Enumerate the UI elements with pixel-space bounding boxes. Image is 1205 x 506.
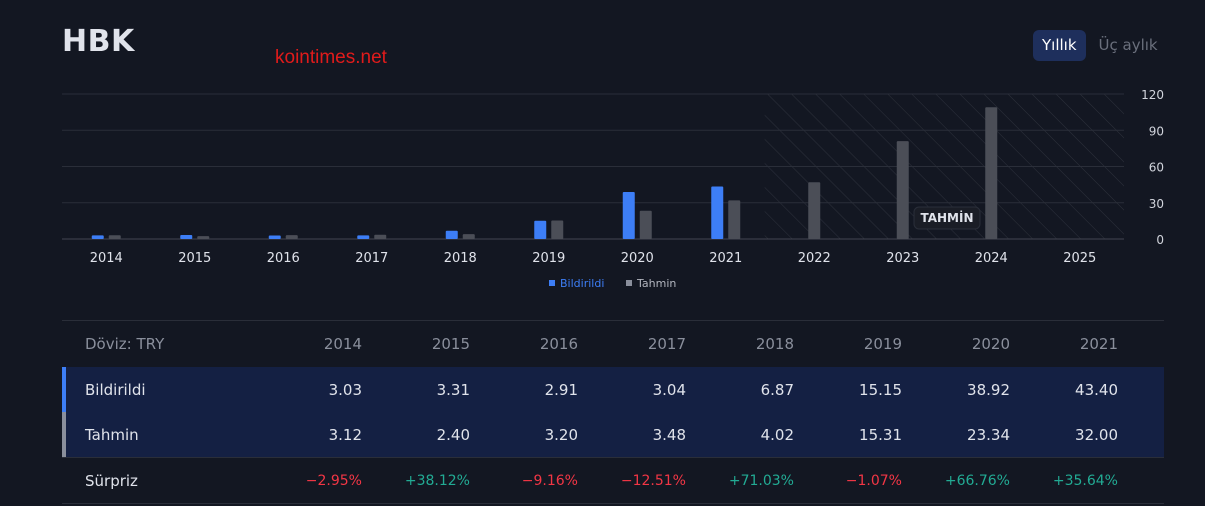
x-tick-label: 2021 (709, 251, 742, 266)
estimate-marker (62, 412, 66, 457)
table-row-estimate: Tahmin 3.12 2.40 3.20 3.48 4.02 15.31 23… (62, 412, 1164, 457)
bar-reported (622, 191, 635, 239)
table-cell: 2.40 (436, 425, 470, 444)
y-tick-label: 0 (1156, 233, 1164, 247)
bar-estimate (285, 235, 298, 239)
bar-estimate (108, 235, 121, 239)
surprise-cell: −2.95% (305, 472, 362, 489)
forecast-label: TAHMİN (920, 210, 973, 225)
reported-marker (62, 367, 66, 412)
quarterly-button[interactable]: Üç aylık (1098, 36, 1158, 54)
table-row-surprise: Sürpriz −2.95% +38.12% −9.16% −12.51% +7… (62, 457, 1164, 504)
x-tick-label: 2019 (532, 251, 565, 266)
table-cell: 3.12 (328, 425, 362, 444)
table-cell: 4.02 (760, 425, 794, 444)
x-tick-label: 2016 (267, 251, 300, 266)
table-cell: 3.20 (544, 425, 578, 444)
surprise-cell: −1.07% (845, 472, 902, 489)
table-header-row: Döviz: TRY 2014 2015 2016 2017 2018 2019… (62, 321, 1164, 367)
bar-estimate (896, 141, 909, 239)
x-tick-label: 2022 (798, 251, 831, 266)
table-cell: 38.92 (967, 380, 1010, 399)
year-header: 2020 (971, 335, 1010, 353)
table-cell: 32.00 (1075, 425, 1118, 444)
table-cell: 3.04 (652, 380, 686, 399)
table-cell: 43.40 (1075, 380, 1118, 399)
bar-estimate (639, 210, 652, 239)
x-tick-label: 2014 (90, 251, 123, 266)
legend-label: Tahmin (636, 277, 676, 290)
table-cell: 15.31 (859, 425, 902, 444)
table-cell: 6.87 (760, 380, 794, 399)
bar-reported (268, 235, 281, 239)
surprise-cell: −9.16% (521, 472, 578, 489)
year-header: 2017 (647, 335, 686, 353)
bar-estimate (374, 234, 387, 239)
x-tick-label: 2020 (621, 251, 654, 266)
y-tick-label: 30 (1149, 197, 1164, 211)
table-cell: 3.03 (328, 380, 362, 399)
currency-label: Döviz: TRY (85, 335, 165, 353)
row-label: Tahmin (85, 425, 139, 444)
y-tick-label: 60 (1149, 161, 1164, 175)
annual-button[interactable]: Yıllık (1033, 30, 1086, 61)
earnings-chart: 0 30 60 90 120 2014 2015 2016 2017 2018 2019 2020 20… (62, 88, 1164, 290)
earnings-table: Döviz: TRY 2014 2015 2016 2017 2018 2019… (62, 320, 1164, 504)
period-toggle: Yıllık Üç aylık (1033, 30, 1167, 61)
surprise-cell: +38.12% (404, 472, 470, 489)
bar-reported (357, 235, 370, 239)
x-tick-label: 2017 (355, 251, 388, 266)
table-cell: 23.34 (967, 425, 1010, 444)
year-header: 2016 (539, 335, 578, 353)
surprise-cell: +35.64% (1052, 472, 1118, 489)
y-tick-label: 90 (1149, 124, 1164, 138)
bar-estimate (462, 234, 475, 239)
surprise-cell: −12.51% (620, 472, 686, 489)
year-header: 2015 (431, 335, 470, 353)
surprise-cell: +66.76% (944, 472, 1010, 489)
x-tick-label: 2024 (975, 251, 1008, 266)
x-tick-label: 2023 (886, 251, 919, 266)
y-tick-label: 120 (1141, 88, 1164, 102)
bar-estimate (808, 182, 821, 239)
page-title: HBK (62, 24, 135, 59)
row-label: Bildirildi (85, 380, 146, 399)
table-cell: 3.31 (436, 380, 470, 399)
bar-reported (180, 235, 193, 239)
year-header: 2021 (1079, 335, 1118, 353)
bar-reported (91, 235, 104, 239)
x-tick-label: 2025 (1063, 251, 1096, 266)
legend-label: Bildirildi (560, 277, 604, 290)
row-label: Sürpriz (85, 471, 138, 490)
bar-estimate (728, 200, 741, 239)
table-cell: 15.15 (859, 380, 902, 399)
year-header: 2019 (863, 335, 902, 353)
bar-reported (534, 220, 547, 239)
bar-estimate (197, 236, 210, 239)
bar-reported (711, 186, 724, 239)
surprise-cell: +71.03% (728, 472, 794, 489)
x-tick-label: 2018 (444, 251, 477, 266)
x-tick-label: 2015 (178, 251, 211, 266)
table-cell: 3.48 (652, 425, 686, 444)
year-header: 2018 (755, 335, 794, 353)
bar-reported (445, 230, 458, 239)
bar-estimate (551, 220, 564, 239)
table-cell: 2.91 (544, 380, 578, 399)
table-row-reported: Bildirildi 3.03 3.31 2.91 3.04 6.87 15.1… (62, 367, 1164, 412)
legend-swatch (626, 280, 632, 286)
legend-swatch (549, 280, 555, 286)
forecast-badge (913, 206, 981, 230)
bar-estimate (985, 107, 998, 240)
year-header: 2014 (323, 335, 362, 353)
watermark-text: kointimes.net (275, 47, 387, 68)
